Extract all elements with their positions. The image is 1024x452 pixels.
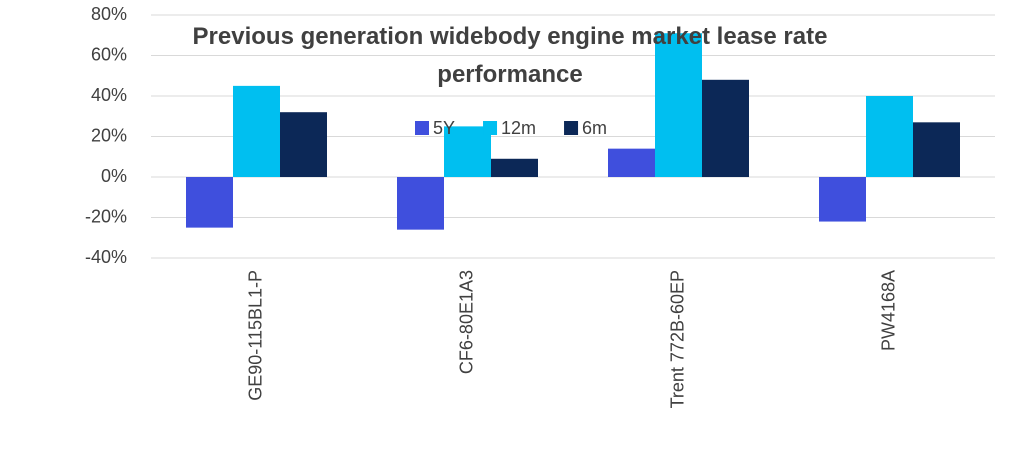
bar bbox=[819, 177, 866, 222]
x-tick-label: Trent 772B-60EP bbox=[667, 270, 687, 408]
legend-label: 6m bbox=[582, 118, 607, 138]
x-tick-label: CF6-80E1A3 bbox=[456, 270, 476, 374]
bar bbox=[655, 33, 702, 177]
x-tick-label: GE90-115BL1-P bbox=[245, 270, 265, 401]
y-tick-label: -40% bbox=[85, 247, 127, 267]
bar bbox=[186, 177, 233, 228]
bar bbox=[913, 122, 960, 177]
legend-label: 5Y bbox=[433, 118, 455, 138]
bar bbox=[280, 112, 327, 177]
y-tick-label: 80% bbox=[91, 4, 127, 24]
y-tick-label: 60% bbox=[91, 44, 127, 64]
y-tick-label: 20% bbox=[91, 125, 127, 145]
bar bbox=[702, 79, 749, 177]
bar bbox=[397, 177, 444, 230]
bar bbox=[491, 158, 538, 177]
legend-swatch bbox=[564, 121, 579, 135]
bar bbox=[233, 85, 280, 177]
chart-title: Previous generation widebody engine mark… bbox=[192, 23, 828, 88]
legend-swatch bbox=[483, 121, 498, 135]
bar bbox=[608, 148, 655, 177]
x-tick-label: PW4168A bbox=[878, 270, 898, 351]
y-tick-label: 0% bbox=[101, 166, 127, 186]
bar bbox=[866, 96, 913, 177]
y-tick-label: 40% bbox=[91, 85, 127, 105]
legend-swatch bbox=[415, 121, 429, 135]
y-tick-label: -20% bbox=[85, 206, 127, 226]
legend-label: 12m bbox=[501, 118, 536, 138]
